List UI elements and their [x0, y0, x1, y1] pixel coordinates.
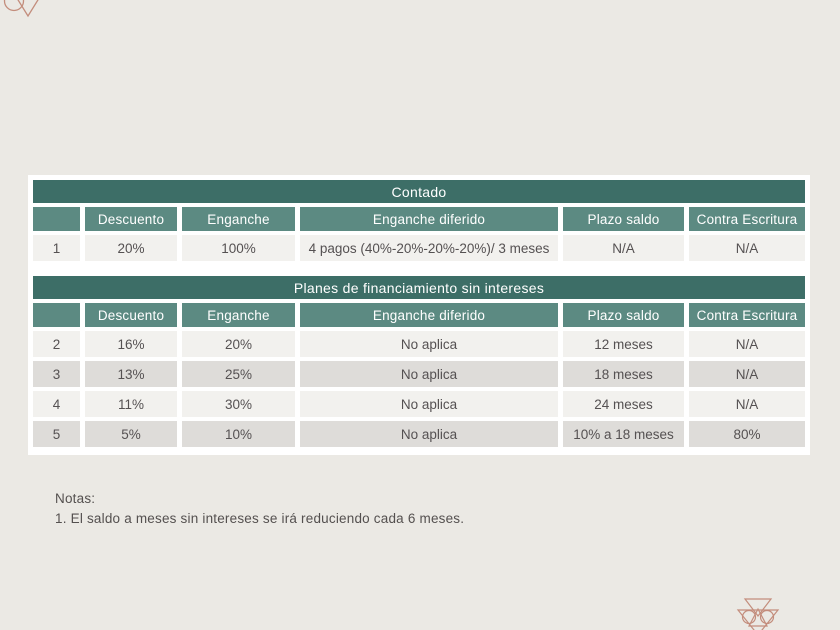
notes-block: Notas: 1. El saldo a meses sin intereses… — [55, 489, 464, 529]
enganche-cell: 25% — [182, 361, 295, 387]
descuento-cell: 20% — [85, 235, 177, 261]
column-header-plazo-saldo: Plazo saldo — [563, 303, 684, 327]
table-title: Planes de financiamiento sin intereses — [33, 276, 805, 299]
enganche-cell: 30% — [182, 391, 295, 417]
brand-mark-top-left-icon — [3, 0, 39, 18]
row-number-cell: 1 — [33, 235, 80, 261]
table-title: Contado — [33, 180, 805, 203]
enganche-cell: 10% — [182, 421, 295, 447]
column-header-enganche: Enganche — [182, 303, 295, 327]
enganche-cell: 100% — [182, 235, 295, 261]
column-header-contra-escritura: Contra Escritura — [689, 207, 805, 231]
row-number-cell: 2 — [33, 331, 80, 357]
column-header-row-number — [33, 207, 80, 231]
descuento-cell: 11% — [85, 391, 177, 417]
brand-mark-bottom-right-icon — [736, 598, 780, 630]
row-number-cell: 5 — [33, 421, 80, 447]
column-header-contra-escritura: Contra Escritura — [689, 303, 805, 327]
notes-item: 1. El saldo a meses sin intereses se irá… — [55, 511, 465, 526]
plazo-saldo-cell: 10% a 18 meses — [563, 421, 684, 447]
contra-escritura-cell: 80% — [689, 421, 805, 447]
column-header-enganche-diferido: Enganche diferido — [300, 207, 558, 231]
enganche-diferido-cell: No aplica — [300, 391, 558, 417]
tables-panel: Contado Descuento Enganche Enganche dife… — [28, 175, 810, 455]
column-header-descuento: Descuento — [85, 207, 177, 231]
plazo-saldo-cell: 24 meses — [563, 391, 684, 417]
row-number-cell: 4 — [33, 391, 80, 417]
plazo-saldo-cell: 12 meses — [563, 331, 684, 357]
column-header-plazo-saldo: Plazo saldo — [563, 207, 684, 231]
column-header-enganche-diferido: Enganche diferido — [300, 303, 558, 327]
table-contado: Contado Descuento Enganche Enganche dife… — [33, 180, 805, 261]
enganche-cell: 20% — [182, 331, 295, 357]
table-financiamiento: Planes de financiamiento sin intereses D… — [33, 276, 805, 447]
column-header-enganche: Enganche — [182, 207, 295, 231]
contra-escritura-cell: N/A — [689, 331, 805, 357]
descuento-cell: 5% — [85, 421, 177, 447]
enganche-diferido-cell: No aplica — [300, 331, 558, 357]
notes-heading: Notas: — [55, 491, 96, 506]
column-header-row-number — [33, 303, 80, 327]
plazo-saldo-cell: 18 meses — [563, 361, 684, 387]
contra-escritura-cell: N/A — [689, 361, 805, 387]
enganche-diferido-cell: No aplica — [300, 361, 558, 387]
descuento-cell: 16% — [85, 331, 177, 357]
enganche-diferido-cell: No aplica — [300, 421, 558, 447]
plazo-saldo-cell: N/A — [563, 235, 684, 261]
descuento-cell: 13% — [85, 361, 177, 387]
contra-escritura-cell: N/A — [689, 235, 805, 261]
contra-escritura-cell: N/A — [689, 391, 805, 417]
row-number-cell: 3 — [33, 361, 80, 387]
enganche-diferido-cell: 4 pagos (40%-20%-20%-20%)/ 3 meses — [300, 235, 558, 261]
column-header-descuento: Descuento — [85, 303, 177, 327]
